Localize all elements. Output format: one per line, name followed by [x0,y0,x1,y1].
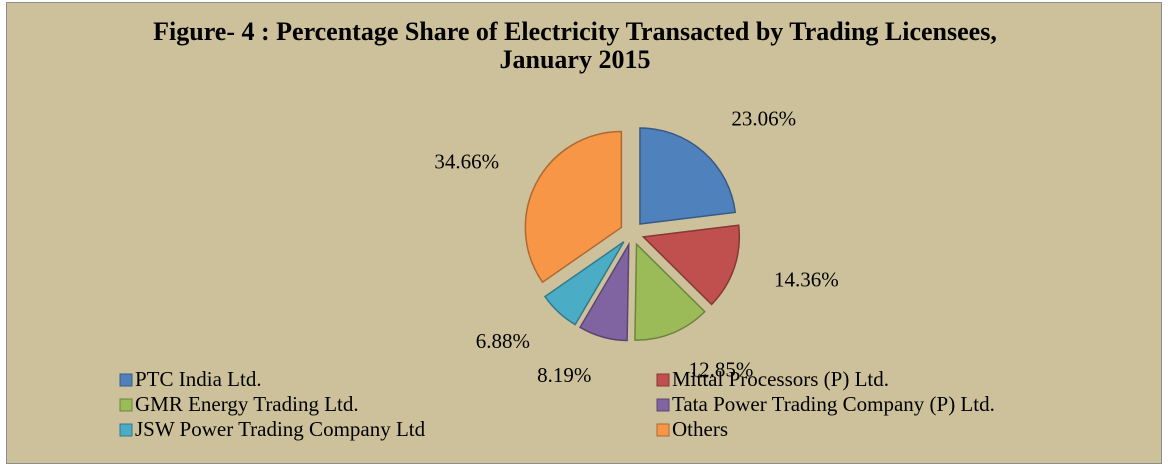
legend-label: GMR Energy Trading Ltd. [135,392,359,416]
chart-title: Figure- 4 : Percentage Share of Electric… [153,17,997,74]
pie-slice [639,127,737,225]
legend-label: PTC India Ltd. [135,367,262,391]
legend-label: Tata Power Trading Company (P) Ltd. [672,392,995,416]
data-label: 12.85% [689,358,754,382]
pie-slice [634,242,706,341]
legend-swatch [656,423,670,437]
data-label: 23.06% [731,106,796,130]
legend-swatch [656,373,670,387]
pie-slice [579,241,630,342]
data-label: 8.19% [537,363,591,387]
data-label: 6.88% [476,329,530,353]
data-label: 34.66% [434,149,499,173]
pie-slice [641,224,741,306]
legend-label: JSW Power Trading Company Ltd [135,417,426,441]
legend-label: Mittal Processors (P) Ltd. [672,367,889,391]
legend-label: Others [672,417,728,441]
chart: 23.06% 14.36% 12.85% 8.19% 6.88% 34.66% PTC In… [119,106,995,441]
data-label: 14.36% [774,267,839,291]
legend-swatch [656,398,670,412]
legend-swatch [119,398,133,412]
pie-slice [524,130,623,284]
legend-swatch [119,373,133,387]
pie-slice [543,241,625,326]
legend-swatch [119,423,133,437]
